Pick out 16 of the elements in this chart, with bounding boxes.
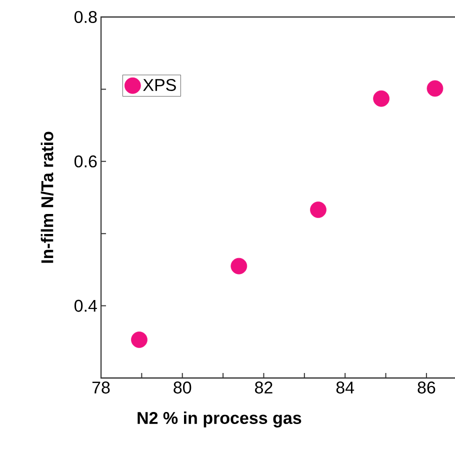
y-tick-label: 0.6 bbox=[74, 155, 97, 168]
point bbox=[373, 90, 390, 107]
point bbox=[230, 258, 248, 274]
x-tick-label: 84 bbox=[336, 382, 354, 394]
x-axis-title: N2 % in process gas bbox=[138, 412, 302, 428]
x-tick-label: 82 bbox=[255, 382, 272, 394]
y-tick-label: 0.4 bbox=[74, 300, 97, 312]
point bbox=[426, 80, 444, 97]
legend-label: XPS bbox=[143, 78, 176, 91]
y-tick-label: 0.8 bbox=[74, 10, 97, 24]
point bbox=[310, 202, 326, 218]
x-tick-label: 78 bbox=[92, 382, 110, 394]
y-axis-title: In-film N/Ta ratio bbox=[40, 132, 54, 263]
point bbox=[131, 332, 148, 348]
x-tick-label: 80 bbox=[174, 382, 192, 394]
x-tick-label: 86 bbox=[418, 382, 436, 394]
